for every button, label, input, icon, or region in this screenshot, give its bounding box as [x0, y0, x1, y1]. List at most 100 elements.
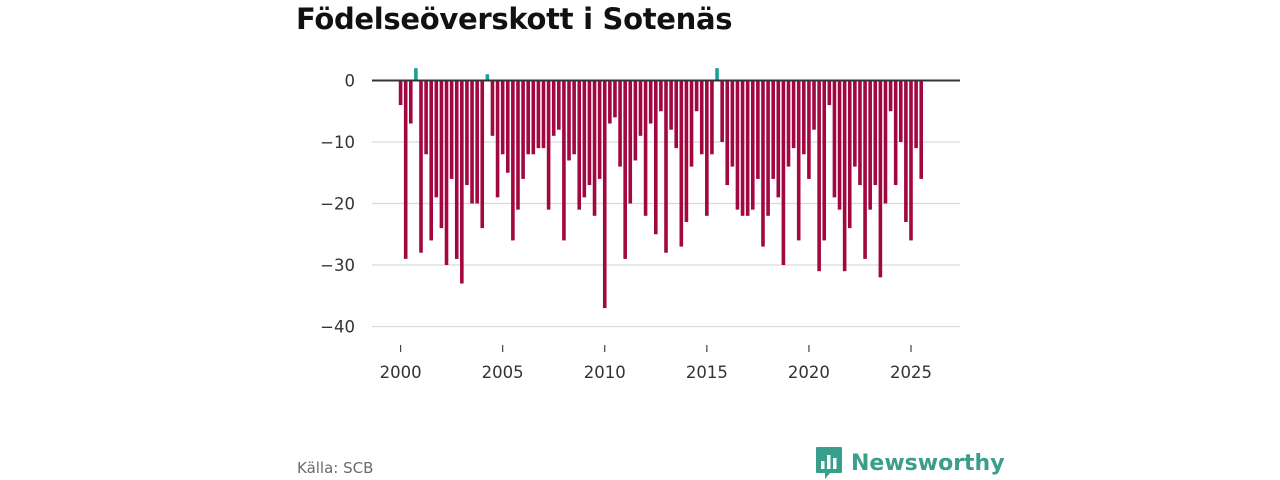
bar — [643, 80, 648, 216]
bar — [720, 80, 724, 142]
bar — [659, 80, 663, 112]
bar-chart: 0 −10 −20 −30 −40 2000 2005 2010 2015 2020 2025 — [320, 68, 960, 382]
bar — [480, 80, 485, 229]
bar — [689, 80, 694, 167]
bar — [914, 80, 918, 149]
bar — [449, 80, 454, 179]
bar — [511, 80, 515, 241]
bar — [771, 80, 775, 179]
bar — [470, 80, 474, 204]
bar — [623, 80, 627, 259]
bar — [750, 80, 755, 210]
bar — [587, 80, 592, 186]
bar — [873, 80, 878, 186]
bar — [424, 80, 428, 155]
bar — [602, 80, 607, 309]
bar — [505, 80, 510, 173]
bar — [679, 80, 684, 247]
bar — [802, 80, 806, 155]
bar — [398, 80, 403, 106]
x-tick-label: 2015 — [686, 363, 728, 382]
brand: Newsworthy — [815, 446, 1005, 480]
bar — [567, 80, 571, 161]
bar — [735, 80, 740, 210]
bar — [863, 80, 867, 259]
bar — [439, 80, 444, 229]
bar — [684, 80, 689, 222]
bar — [541, 80, 546, 149]
bar — [434, 80, 439, 198]
bar — [475, 80, 479, 204]
bar — [776, 80, 781, 198]
bar — [551, 80, 556, 136]
bar — [674, 80, 679, 149]
bar — [495, 80, 500, 198]
bar — [531, 80, 536, 155]
y-tick-label: −40 — [320, 318, 355, 337]
bar — [546, 80, 551, 210]
bar — [403, 80, 408, 259]
bar — [526, 80, 530, 155]
bar — [888, 80, 893, 112]
bar — [460, 80, 464, 284]
bar — [664, 80, 668, 253]
bar — [572, 80, 576, 155]
bar — [628, 80, 633, 204]
bar — [597, 80, 602, 179]
bar — [796, 80, 801, 241]
bar — [740, 80, 745, 216]
x-tick-label: 2020 — [788, 363, 830, 382]
bar — [878, 80, 883, 278]
bar — [577, 80, 582, 210]
bar — [904, 80, 908, 222]
bar — [582, 80, 587, 198]
bar — [791, 80, 796, 149]
bar — [557, 80, 561, 130]
bar — [827, 80, 832, 106]
bar — [847, 80, 852, 229]
bar — [812, 80, 816, 130]
bar — [454, 80, 459, 259]
bar — [837, 80, 842, 210]
bar — [842, 80, 847, 272]
bar — [536, 80, 541, 149]
bar — [419, 80, 423, 253]
y-tick-label: −10 — [320, 133, 355, 152]
x-tick-label: 2000 — [380, 363, 422, 382]
bar — [608, 80, 612, 124]
bar — [745, 80, 750, 216]
y-axis: 0 −10 −20 −30 −40 — [320, 71, 355, 336]
bar — [414, 68, 418, 81]
bar — [516, 80, 520, 210]
bar — [648, 80, 653, 124]
bar — [822, 80, 827, 241]
bar — [756, 80, 760, 179]
bar — [786, 80, 791, 167]
x-tick-label: 2025 — [890, 363, 932, 382]
bar — [725, 80, 730, 186]
bar — [633, 80, 638, 161]
bar — [868, 80, 872, 210]
bar — [898, 80, 903, 142]
bar — [715, 68, 719, 81]
bar — [490, 80, 495, 136]
bar — [893, 80, 898, 186]
newsworthy-logo-icon — [816, 447, 842, 479]
bar — [485, 74, 490, 81]
bar — [638, 80, 643, 136]
bar — [694, 80, 699, 112]
bar — [521, 80, 525, 179]
bar — [710, 80, 714, 155]
x-tick-label: 2005 — [482, 363, 524, 382]
y-tick-label: 0 — [345, 71, 356, 90]
bar — [613, 80, 617, 118]
bar — [766, 80, 770, 216]
y-tick-label: −30 — [320, 256, 355, 275]
bar — [919, 80, 924, 179]
bar — [781, 80, 786, 266]
bar — [500, 80, 505, 155]
bar — [817, 80, 821, 272]
chart-title: Födelseöverskott i Sotenäs — [296, 2, 733, 36]
bar — [761, 80, 765, 247]
bar — [909, 80, 913, 241]
